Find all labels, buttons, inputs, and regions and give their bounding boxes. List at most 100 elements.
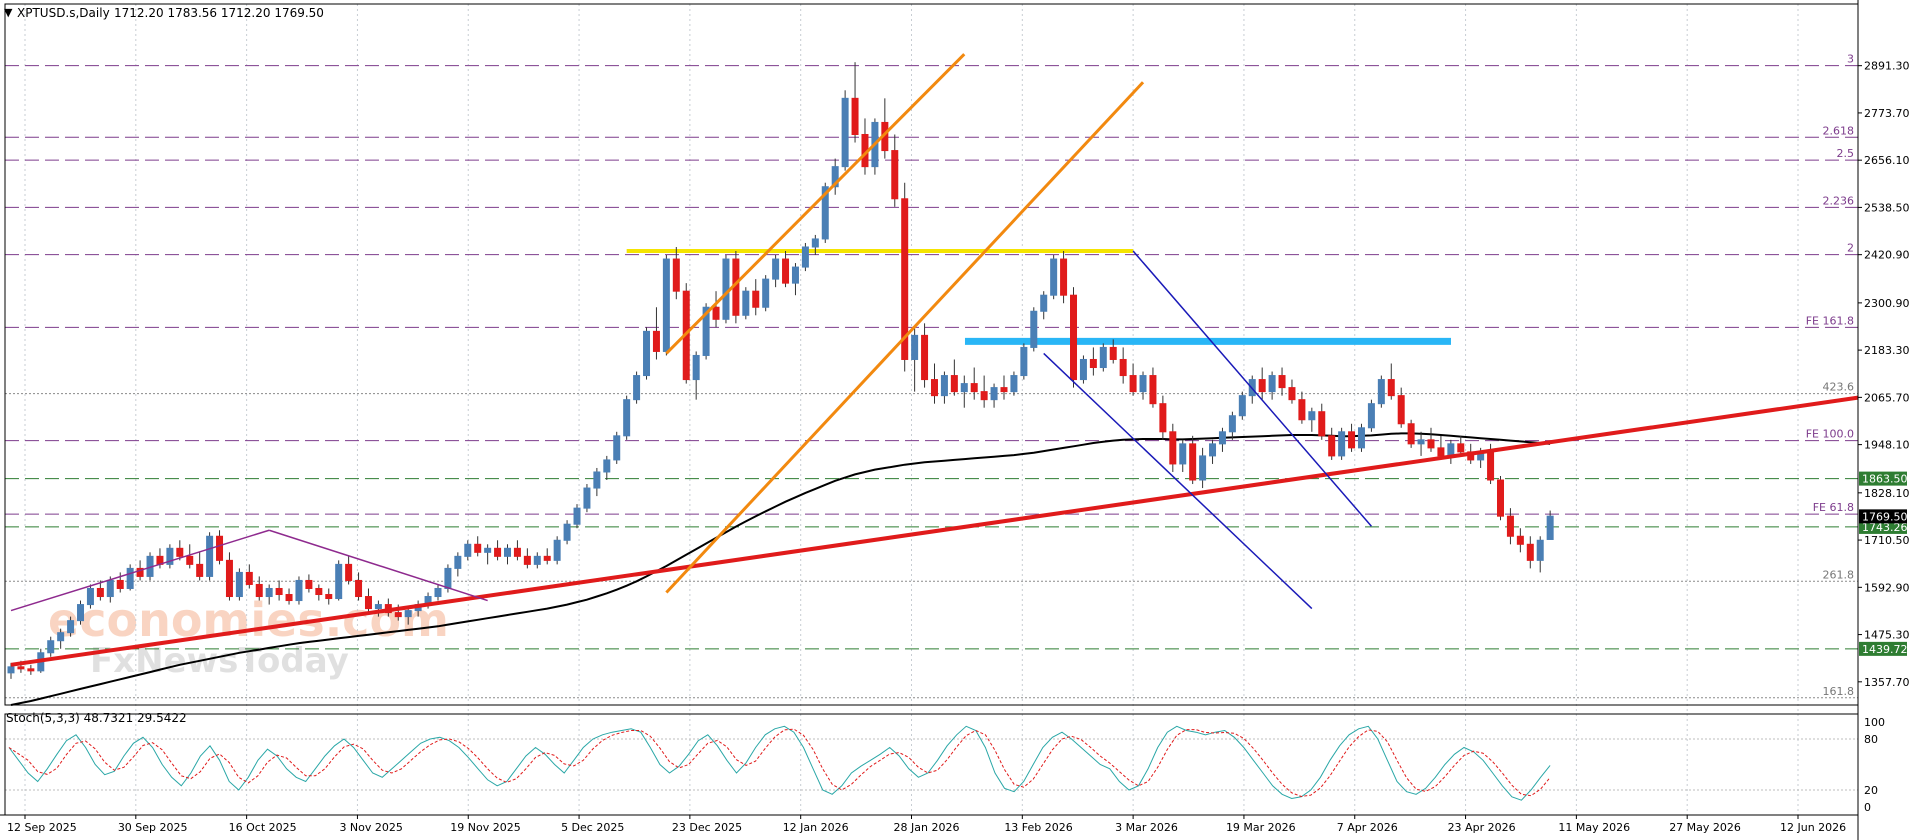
candle-bearish[interactable] <box>712 306 720 320</box>
candle-bearish[interactable] <box>1278 375 1286 389</box>
candle-bullish[interactable] <box>801 246 809 268</box>
candle-bullish[interactable] <box>464 543 472 557</box>
candle-bearish[interactable] <box>355 579 363 598</box>
candle-bullish[interactable] <box>990 387 998 401</box>
candle-bearish[interactable] <box>1457 443 1465 453</box>
candle-bearish[interactable] <box>523 555 531 565</box>
candle-bullish[interactable] <box>444 567 452 589</box>
candle-bearish[interactable] <box>325 594 333 600</box>
candle-bullish[interactable] <box>1338 431 1346 457</box>
candle-bearish[interactable] <box>17 666 25 670</box>
candle-bullish[interactable] <box>126 567 134 589</box>
triangle-left-line[interactable] <box>10 529 270 612</box>
candle-bearish[interactable] <box>1348 431 1356 449</box>
candle-bullish[interactable] <box>1079 358 1087 381</box>
candle-bearish[interactable] <box>96 587 104 598</box>
candle-bearish[interactable] <box>1427 439 1435 449</box>
candle-bullish[interactable] <box>1040 294 1048 312</box>
candle-bearish[interactable] <box>1089 358 1097 369</box>
candle-bullish[interactable] <box>1218 431 1226 445</box>
candle-bearish[interactable] <box>1109 346 1117 360</box>
candle-bearish[interactable] <box>1497 479 1504 517</box>
candle-bullish[interactable] <box>374 604 382 610</box>
candle-bearish[interactable] <box>1119 358 1127 377</box>
candle-bearish[interactable] <box>1526 543 1534 561</box>
candle-bearish[interactable] <box>1129 375 1137 393</box>
candle-bearish[interactable] <box>950 375 958 393</box>
candle-bearish[interactable] <box>782 258 790 284</box>
candle-bullish[interactable] <box>86 587 94 606</box>
candle-bullish[interactable] <box>1010 375 1018 393</box>
candle-bearish[interactable] <box>1060 258 1068 296</box>
candle-bullish[interactable] <box>583 487 591 509</box>
candle-bullish[interactable] <box>1268 375 1276 393</box>
candle-bullish[interactable] <box>1199 455 1207 481</box>
candle-bearish[interactable] <box>196 563 204 577</box>
candle-bearish[interactable] <box>1407 423 1415 445</box>
candle-bearish[interactable] <box>513 547 521 557</box>
triangle-right-line[interactable] <box>268 529 488 602</box>
candle-bullish[interactable] <box>553 539 561 561</box>
candle-bullish[interactable] <box>831 166 839 188</box>
candle-bullish[interactable] <box>1308 411 1316 421</box>
candle-bullish[interactable] <box>484 547 492 553</box>
candle-bullish[interactable] <box>295 579 303 602</box>
candle-bullish[interactable] <box>692 354 700 381</box>
candle-bullish[interactable] <box>1417 439 1425 445</box>
candle-bullish[interactable] <box>603 459 611 473</box>
collapse-icon[interactable]: ▼ <box>4 6 13 19</box>
candle-bearish[interactable] <box>136 567 144 577</box>
candle-bearish[interactable] <box>315 587 323 596</box>
channel-lower-line[interactable] <box>665 81 1145 594</box>
channel-upper-line[interactable] <box>665 53 966 355</box>
down-channel-lower-line[interactable] <box>1043 352 1313 610</box>
candle-bearish[interactable] <box>1387 379 1395 397</box>
candle-bullish[interactable] <box>106 579 114 598</box>
candle-bullish[interactable] <box>77 604 85 622</box>
candle-bullish[interactable] <box>1447 443 1455 457</box>
candle-bullish[interactable] <box>791 266 799 284</box>
candle-bearish[interactable] <box>364 596 372 610</box>
candle-bearish[interactable] <box>345 563 353 581</box>
down-channel-upper-line[interactable] <box>1132 250 1372 527</box>
candle-bullish[interactable] <box>335 563 343 600</box>
candle-bullish[interactable] <box>1536 539 1544 561</box>
candle-bearish[interactable] <box>543 555 551 561</box>
candle-bearish[interactable] <box>275 587 283 596</box>
candle-bearish[interactable] <box>1189 443 1197 481</box>
candle-bearish[interactable] <box>930 379 938 397</box>
candle-bullish[interactable] <box>206 535 214 577</box>
candle-bullish[interactable] <box>504 547 511 557</box>
candle-bullish[interactable] <box>702 306 710 356</box>
candle-bullish[interactable] <box>821 186 829 240</box>
candle-bearish[interactable] <box>1298 399 1306 421</box>
candle-bullish[interactable] <box>1367 403 1375 429</box>
candle-bullish[interactable] <box>623 399 631 437</box>
candle-bullish[interactable] <box>454 555 462 569</box>
candle-bearish[interactable] <box>1516 535 1524 545</box>
candle-bearish[interactable] <box>474 543 482 553</box>
candle-bullish[interactable] <box>593 471 601 489</box>
candle-bullish[interactable] <box>911 334 919 360</box>
candle-bearish[interactable] <box>1159 403 1167 433</box>
candle-bullish[interactable] <box>613 435 621 461</box>
candle-bullish[interactable] <box>67 620 75 634</box>
candle-bullish[interactable] <box>1209 443 1217 457</box>
candle-bullish[interactable] <box>434 587 442 598</box>
candle-bullish[interactable] <box>1546 515 1554 540</box>
candle-bullish[interactable] <box>662 258 670 352</box>
candle-bullish[interactable] <box>1377 379 1385 405</box>
candle-bullish[interactable] <box>573 507 581 525</box>
candle-bearish[interactable] <box>305 579 313 589</box>
candle-bullish[interactable] <box>1020 346 1028 377</box>
candle-bearish[interactable] <box>1169 431 1177 465</box>
candle-bullish[interactable] <box>960 383 968 393</box>
candle-bearish[interactable] <box>116 579 124 589</box>
candle-bullish[interactable] <box>1099 346 1107 369</box>
candle-bullish[interactable] <box>235 571 243 598</box>
candle-bearish[interactable] <box>1437 447 1445 457</box>
candle-bearish[interactable] <box>672 258 680 292</box>
candle-bullish[interactable] <box>742 290 750 316</box>
candle-bearish[interactable] <box>1328 435 1336 457</box>
candle-bearish[interactable] <box>216 535 224 561</box>
